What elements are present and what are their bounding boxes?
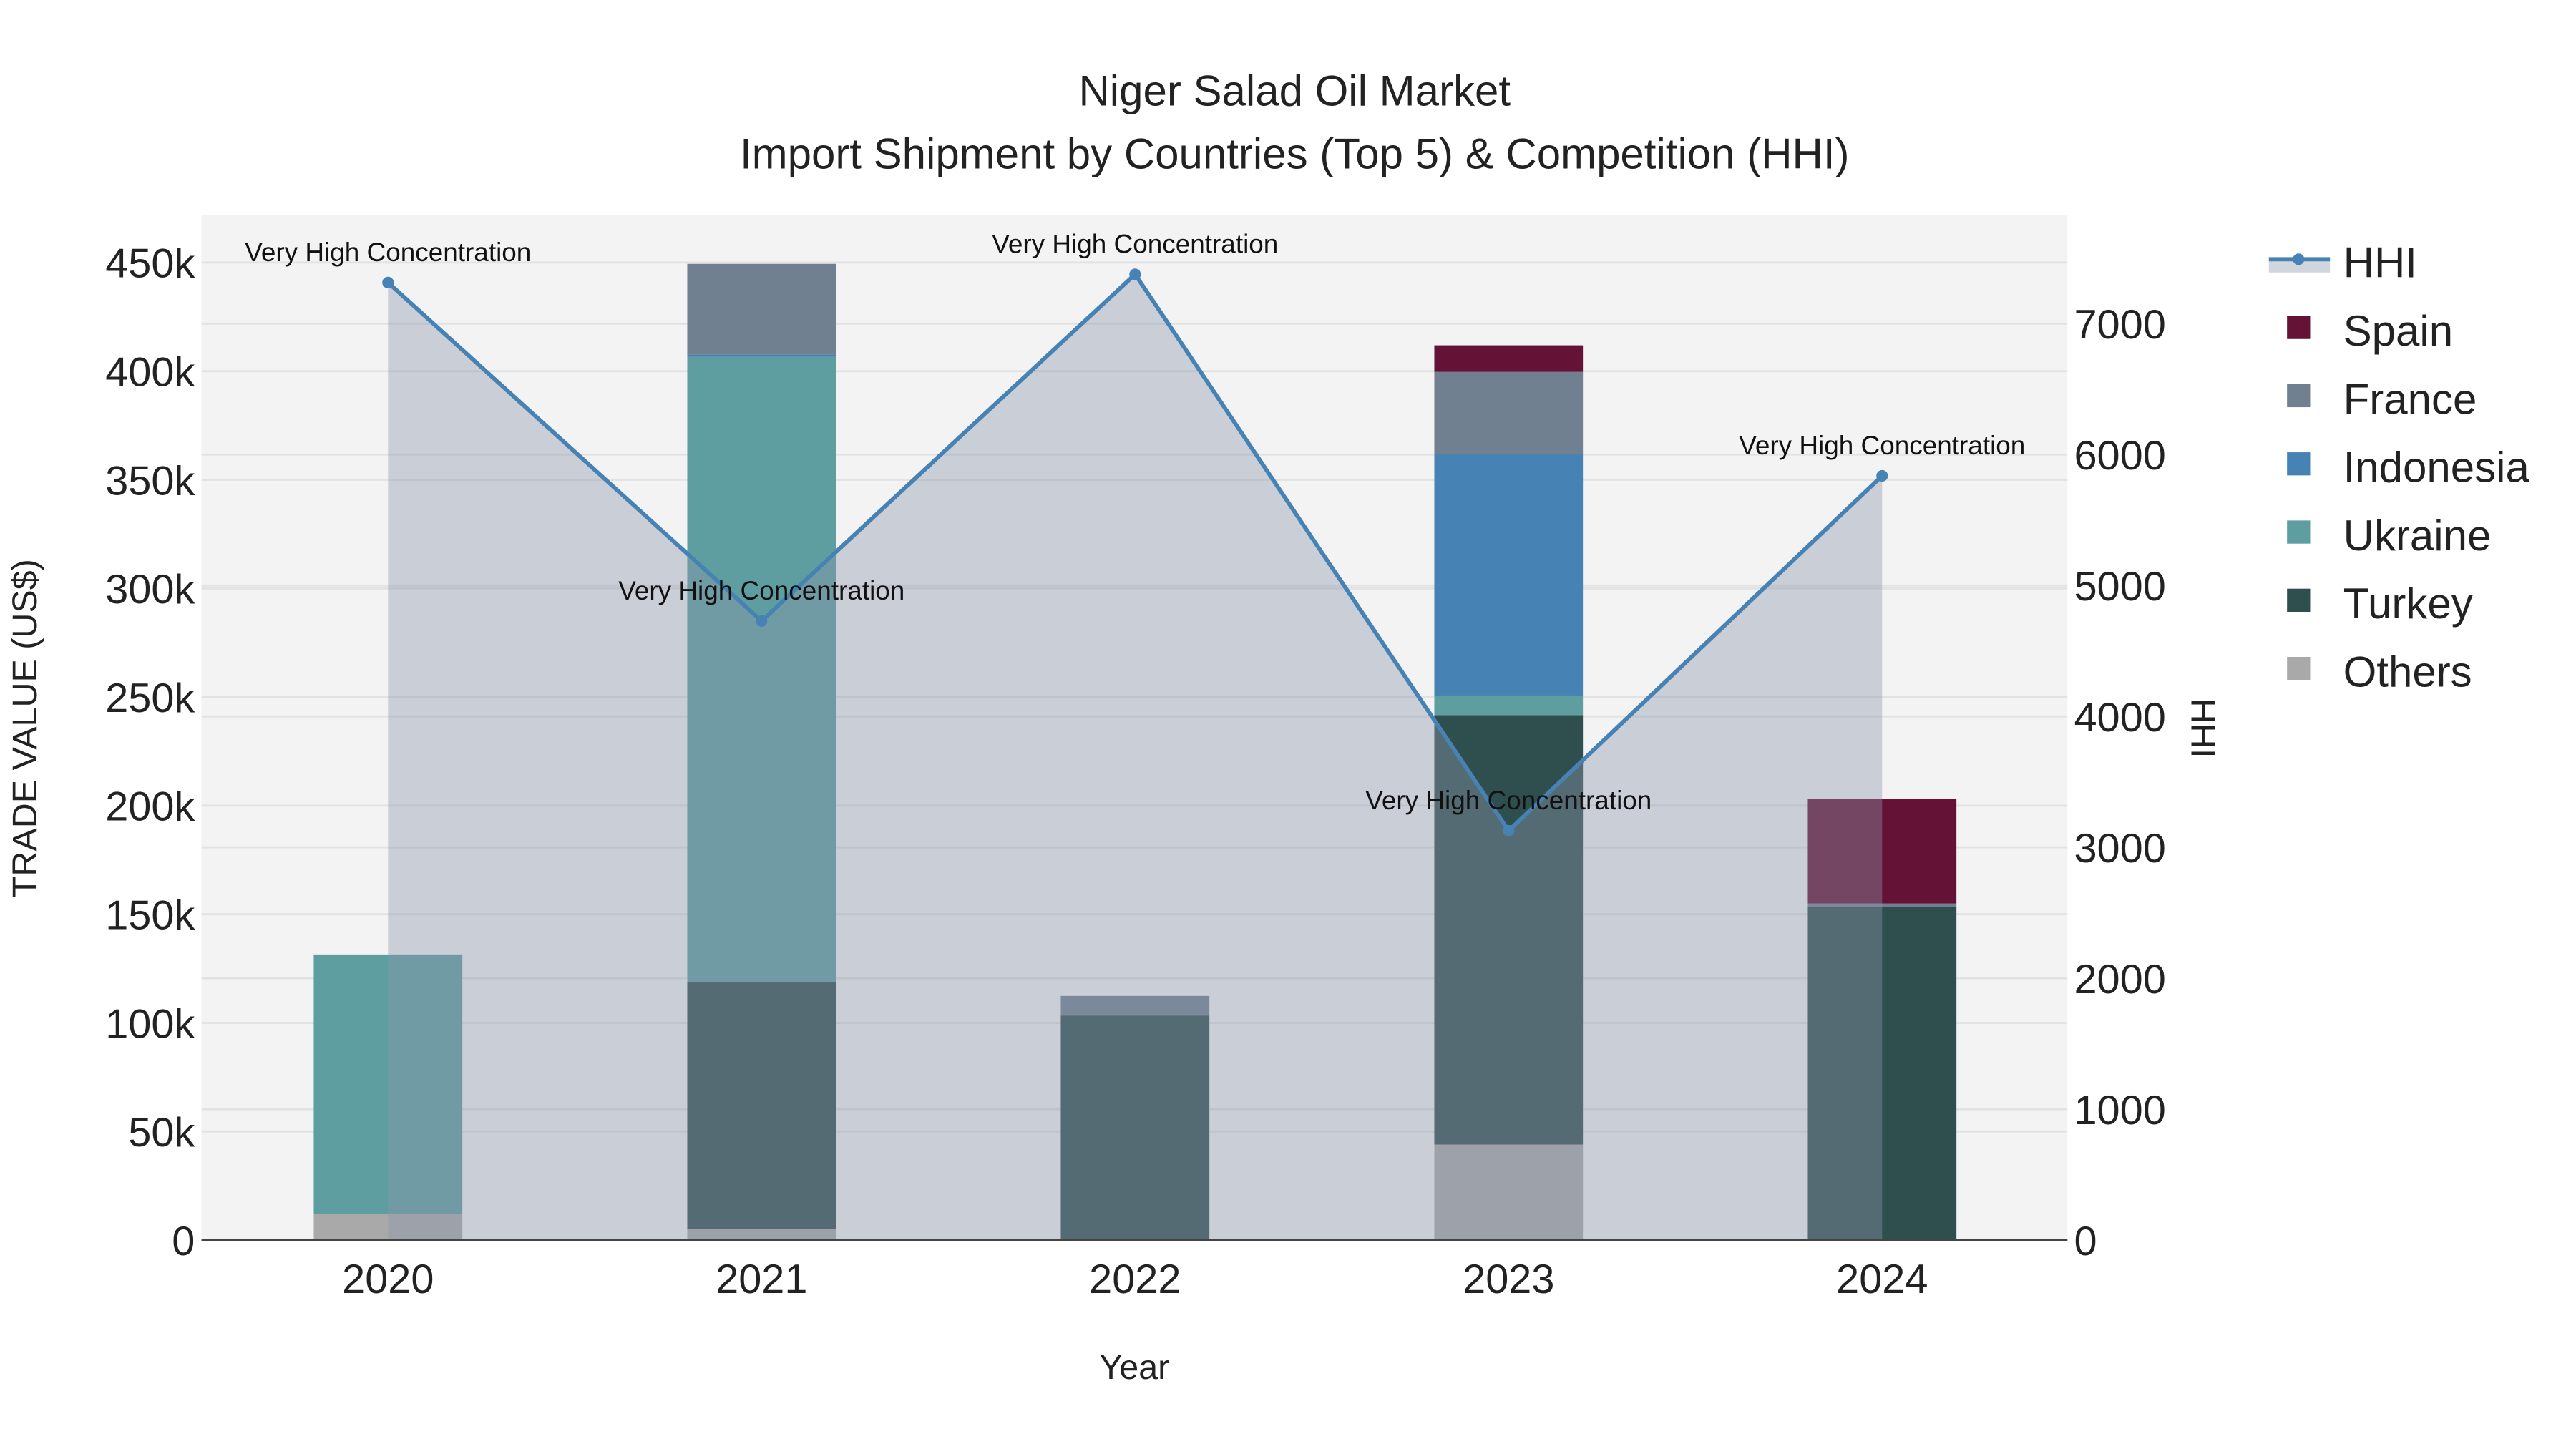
y2-tick-label: 0 xyxy=(2074,1219,2097,1264)
y2-tick-label: 5000 xyxy=(2074,564,2165,610)
bar-others-2020 xyxy=(313,1214,463,1241)
hhi-annotation: Very High Concentration xyxy=(245,238,531,267)
bar-turkey-2023 xyxy=(1434,715,1584,1145)
bar-spain-2024 xyxy=(1807,799,1957,904)
hhi-point-2022 xyxy=(1129,268,1141,280)
y-tick-label: 100k xyxy=(105,1001,195,1047)
bar-france-2021 xyxy=(687,263,836,355)
y2-axis-ticks: 0 1000 2000 3000 4000 5000 6000 7000 xyxy=(2074,302,2165,1264)
legend-swatch-ukraine xyxy=(2287,520,2311,544)
x-tick-label: 2021 xyxy=(716,1257,807,1302)
y2-tick-label: 4000 xyxy=(2074,695,2165,741)
legend-swatch-france xyxy=(2287,384,2311,408)
bar-ukraine-2023 xyxy=(1434,695,1584,716)
legend-swatch-others xyxy=(2287,657,2311,680)
bar-indonesia-2023 xyxy=(1434,454,1584,696)
bar-turkey-2024 xyxy=(1807,907,1957,1241)
legend-hhi-marker xyxy=(2293,253,2305,265)
bar-indonesia-2021 xyxy=(687,354,836,357)
y-tick-label: 450k xyxy=(105,241,195,287)
legend-label-france: France xyxy=(2343,375,2477,423)
y2-tick-label: 2000 xyxy=(2074,957,2165,1002)
hhi-annotation: Very High Concentration xyxy=(1365,786,1652,815)
bar-france-2024 xyxy=(1807,903,1957,907)
y-axis-ticks: 0 50k 100k 150k 200k 250k 300k 350k 400k 450k xyxy=(105,241,195,1264)
x-tick-label: 2020 xyxy=(342,1257,434,1302)
y2-tick-label: 6000 xyxy=(2074,433,2165,479)
bar-ukraine-2021 xyxy=(687,356,836,983)
bar-turkey-2022 xyxy=(1060,1015,1210,1241)
y-tick-label: 250k xyxy=(105,675,195,721)
y-tick-label: 150k xyxy=(105,892,195,938)
bar-france-2022 xyxy=(1060,995,1210,1016)
hhi-point-2023 xyxy=(1503,824,1515,837)
hhi-line-group: Very High Concentration Very High Concent… xyxy=(245,229,2025,837)
y-tick-label: 200k xyxy=(105,784,195,830)
legend-label-turkey: Turkey xyxy=(2343,580,2473,628)
y-tick-label: 300k xyxy=(105,567,195,613)
y-tick-label: 50k xyxy=(128,1110,195,1156)
chart-subtitle: Import Shipment by Countries (Top 5) & C… xyxy=(740,130,1850,177)
bar-others-2021 xyxy=(687,1229,836,1241)
bar-spain-2023 xyxy=(1434,345,1584,372)
bar-france-2023 xyxy=(1434,371,1584,454)
legend-label-ukraine: Ukraine xyxy=(2343,512,2492,560)
legend-label-hhi: HHI xyxy=(2343,239,2417,287)
y-tick-label: 400k xyxy=(105,349,195,395)
x-tick-label: 2024 xyxy=(1836,1257,1928,1302)
bar-turkey-2021 xyxy=(687,982,836,1229)
y-tick-label: 350k xyxy=(105,458,195,504)
hhi-area xyxy=(388,274,1883,1241)
hhi-point-2021 xyxy=(756,615,768,627)
hhi-annotation: Very High Concentration xyxy=(992,229,1278,258)
hhi-point-2020 xyxy=(382,276,394,288)
legend-label-spain: Spain xyxy=(2343,307,2453,355)
hhi-area-fill xyxy=(388,274,1883,1241)
legend-hhi-area-swatch xyxy=(2268,259,2331,273)
x-axis-ticks: 2020 2021 2022 2023 2024 xyxy=(342,1257,1928,1302)
bars xyxy=(313,263,1957,1241)
legend: HHI Spain France Indonesia Ukraine Turkey Othe… xyxy=(2268,239,2530,696)
hhi-point-2024 xyxy=(1876,469,1888,482)
y2-tick-label: 3000 xyxy=(2074,826,2165,872)
y-axis-label: TRADE VALUE (US$) xyxy=(6,559,44,897)
y-tick-label: 0 xyxy=(172,1219,195,1264)
legend-swatch-turkey xyxy=(2287,588,2311,612)
hhi-annotation: Very High Concentration xyxy=(1739,431,2025,460)
legend-swatch-spain xyxy=(2287,316,2311,339)
y2-tick-label: 7000 xyxy=(2074,302,2165,348)
x-axis-label: Year xyxy=(1099,1348,1169,1387)
bar-others-2023 xyxy=(1434,1144,1584,1241)
y2-tick-label: 1000 xyxy=(2074,1088,2165,1133)
legend-label-others: Others xyxy=(2343,648,2472,696)
y2-axis-label: HHI xyxy=(2183,698,2222,758)
chart-title: Niger Salad Oil Market xyxy=(1078,67,1511,115)
x-tick-label: 2023 xyxy=(1463,1257,1554,1302)
bar-ukraine-2020 xyxy=(313,954,463,1214)
legend-label-indonesia: Indonesia xyxy=(2343,444,2530,492)
x-tick-label: 2022 xyxy=(1089,1257,1181,1302)
hhi-annotation: Very High Concentration xyxy=(618,576,904,605)
legend-swatch-indonesia xyxy=(2287,452,2311,476)
